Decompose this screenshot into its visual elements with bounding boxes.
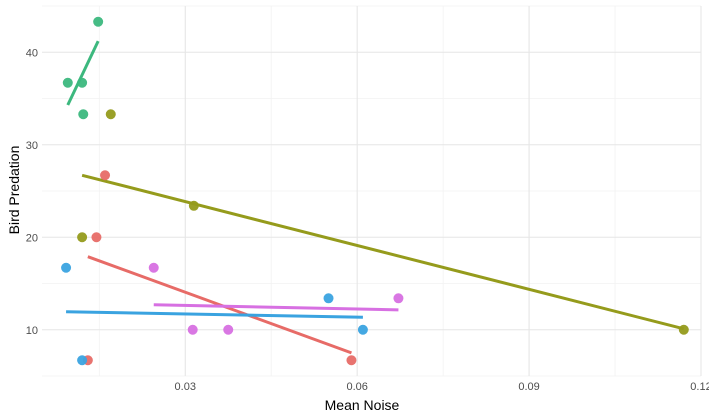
data-point	[188, 200, 199, 211]
data-point	[393, 293, 404, 304]
data-point	[61, 262, 72, 273]
x-tick-label: 0.06	[346, 381, 367, 393]
data-point	[77, 355, 88, 366]
y-tick-label: 30	[26, 140, 38, 152]
data-point	[678, 324, 689, 335]
x-tick-label: 0.09	[518, 381, 539, 393]
data-point	[346, 355, 357, 366]
trend-lines	[66, 40, 685, 355]
trend-line	[153, 303, 399, 312]
data-point	[100, 170, 111, 181]
trend-line	[81, 173, 685, 331]
x-axis-title: Mean Noise	[325, 397, 400, 413]
data-point	[93, 16, 104, 27]
data-point	[105, 109, 116, 120]
data-point	[187, 324, 198, 335]
data-point	[223, 324, 234, 335]
y-axis: 10 20 30 40	[26, 47, 38, 337]
data-point	[77, 77, 88, 88]
trend-line	[66, 40, 100, 106]
data-point	[62, 77, 73, 88]
y-tick-label: 40	[26, 47, 38, 59]
x-tick-label: 0.12	[690, 381, 709, 393]
data-point	[148, 262, 159, 273]
grid	[42, 5, 702, 377]
y-axis-title: Bird Predation	[6, 146, 22, 235]
data-point	[357, 324, 368, 335]
data-point	[91, 232, 102, 243]
y-tick-label: 10	[26, 325, 38, 337]
data-point	[78, 109, 89, 120]
data-point	[77, 232, 88, 243]
data-point	[323, 293, 334, 304]
trend-line	[66, 310, 363, 319]
data-points	[61, 16, 689, 366]
x-axis: 0.03 0.06 0.09 0.12	[175, 381, 709, 393]
y-tick-label: 20	[26, 232, 38, 244]
x-tick-label: 0.03	[175, 381, 196, 393]
